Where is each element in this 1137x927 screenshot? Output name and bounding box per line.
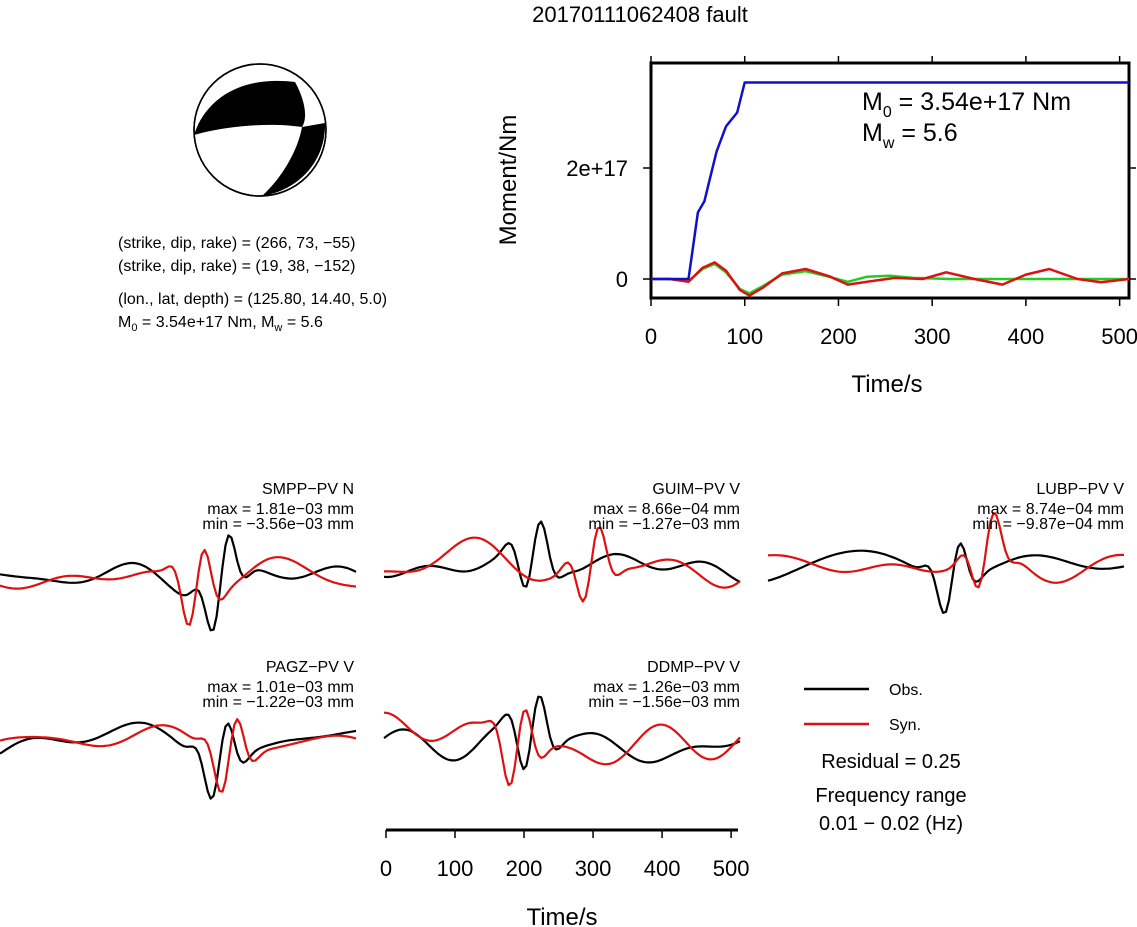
station-max: max = 8.66e−04 mm	[593, 501, 740, 518]
observed-trace	[767, 542, 1125, 614]
figure-title: 20170111062408 fault	[532, 2, 748, 27]
station-label: LUBP−PV V	[1036, 481, 1124, 498]
waveform-x-tick-label: 400	[644, 856, 681, 881]
moment-x-tick-label: 200	[820, 324, 857, 349]
observed-trace	[0, 721, 357, 800]
hypocenter-location: (lon., lat, depth) = (125.80, 14.40, 5.0…	[118, 291, 387, 308]
moment-x-tick-label: 100	[726, 324, 763, 349]
moment-annotation-m0-sub: 0	[883, 104, 892, 121]
beachball-compressional-quadrant-2	[262, 123, 326, 196]
moment-annotation-m0-value: = 3.54e+17 Nm	[892, 88, 1071, 116]
moment-x-tick-label: 0	[645, 324, 657, 349]
station-min: min = −3.56e−03 mm	[202, 516, 354, 533]
moment-summary: M0 = 3.54e+17 Nm, Mw = 5.6	[118, 314, 323, 334]
moment-annotation-mw-sub: w	[882, 135, 895, 152]
station-max: max = 8.74e−04 mm	[977, 501, 1124, 518]
moment-annotation-mw: Mw = 5.6	[862, 119, 958, 152]
waveform-x-tick-label: 500	[713, 856, 750, 881]
moment-summary-value: = 3.54e+17 Nm, M	[137, 314, 274, 331]
station-min: min = −1.22e−03 mm	[202, 694, 354, 711]
moment-y-axis-label: Moment/Nm	[495, 115, 522, 246]
waveform-x-tick-label: 0	[380, 856, 392, 881]
moment-annotation-m0: M0 = 3.54e+17 Nm	[862, 88, 1071, 121]
station-min: min = −1.56e−03 mm	[588, 694, 740, 711]
moment-x-tick-label: 500	[1101, 324, 1137, 349]
synthetic-trace	[383, 526, 741, 603]
waveform-x-axis-label: Time/s	[526, 904, 597, 927]
synthetic-trace	[383, 709, 741, 787]
nodal-plane-1: (strike, dip, rake) = (266, 73, −55)	[118, 235, 355, 252]
waveform-time-axis: 0 100 200 300 400 500	[380, 828, 750, 881]
observed-trace	[383, 520, 741, 588]
station-label: DDMP−PV V	[647, 659, 740, 676]
moment-x-tick-label: 400	[1008, 324, 1045, 349]
moment-annotation-mw-m: M	[862, 119, 883, 147]
moment-annotation-m0-m: M	[862, 88, 883, 116]
station-max: max = 1.01e−03 mm	[207, 679, 354, 696]
moment-annotation-mw-value: = 5.6	[894, 119, 957, 147]
moment-series-blue	[651, 81, 1129, 281]
station-label: PAGZ−PV V	[266, 659, 355, 676]
beachball-icon	[193, 63, 327, 197]
station-label: SMPP−PV N	[262, 481, 354, 498]
frequency-range-value: 0.01 − 0.02 (Hz)	[819, 813, 963, 835]
waveform-x-tick-label: 300	[575, 856, 612, 881]
moment-summary-sub0: 0	[131, 322, 137, 334]
observed-trace	[0, 534, 357, 632]
waveform-x-tick-label: 100	[437, 856, 474, 881]
synthetic-trace	[767, 511, 1124, 589]
residual-text: Residual = 0.25	[821, 751, 961, 773]
legend-obs-label: Obs.	[889, 682, 923, 699]
moment-y-tick-label: 0	[616, 267, 628, 292]
station-max: max = 1.26e−03 mm	[593, 679, 740, 696]
moment-y-tick-label: 2e+17	[566, 156, 628, 181]
station-min: min = −1.27e−03 mm	[588, 516, 740, 533]
nodal-plane-2: (strike, dip, rake) = (19, 38, −152)	[118, 258, 355, 275]
beachball-compressional-quadrant-1	[194, 80, 306, 135]
station-min: min = −9.87e−04 mm	[972, 516, 1124, 533]
moment-chart-frame	[649, 61, 1131, 300]
moment-x-axis-label: Time/s	[851, 371, 922, 398]
moment-x-tick-label: 300	[914, 324, 951, 349]
station-label: GUIM−PV V	[652, 481, 740, 498]
waveform-x-tick-label: 200	[506, 856, 543, 881]
frequency-range-label: Frequency range	[815, 785, 966, 807]
legend-syn-label: Syn.	[889, 717, 921, 734]
moment-summary-m: M	[118, 314, 131, 331]
synthetic-trace	[0, 548, 357, 626]
synthetic-trace	[0, 718, 357, 793]
station-max: max = 1.81e−03 mm	[207, 501, 354, 518]
legend: Obs. Syn. Residual = 0.25 Frequency rang…	[804, 682, 967, 835]
moment-summary-mw-sub: w	[273, 322, 282, 334]
moment-series-red	[651, 261, 1130, 297]
moment-summary-mw-value: = 5.6	[282, 314, 323, 331]
